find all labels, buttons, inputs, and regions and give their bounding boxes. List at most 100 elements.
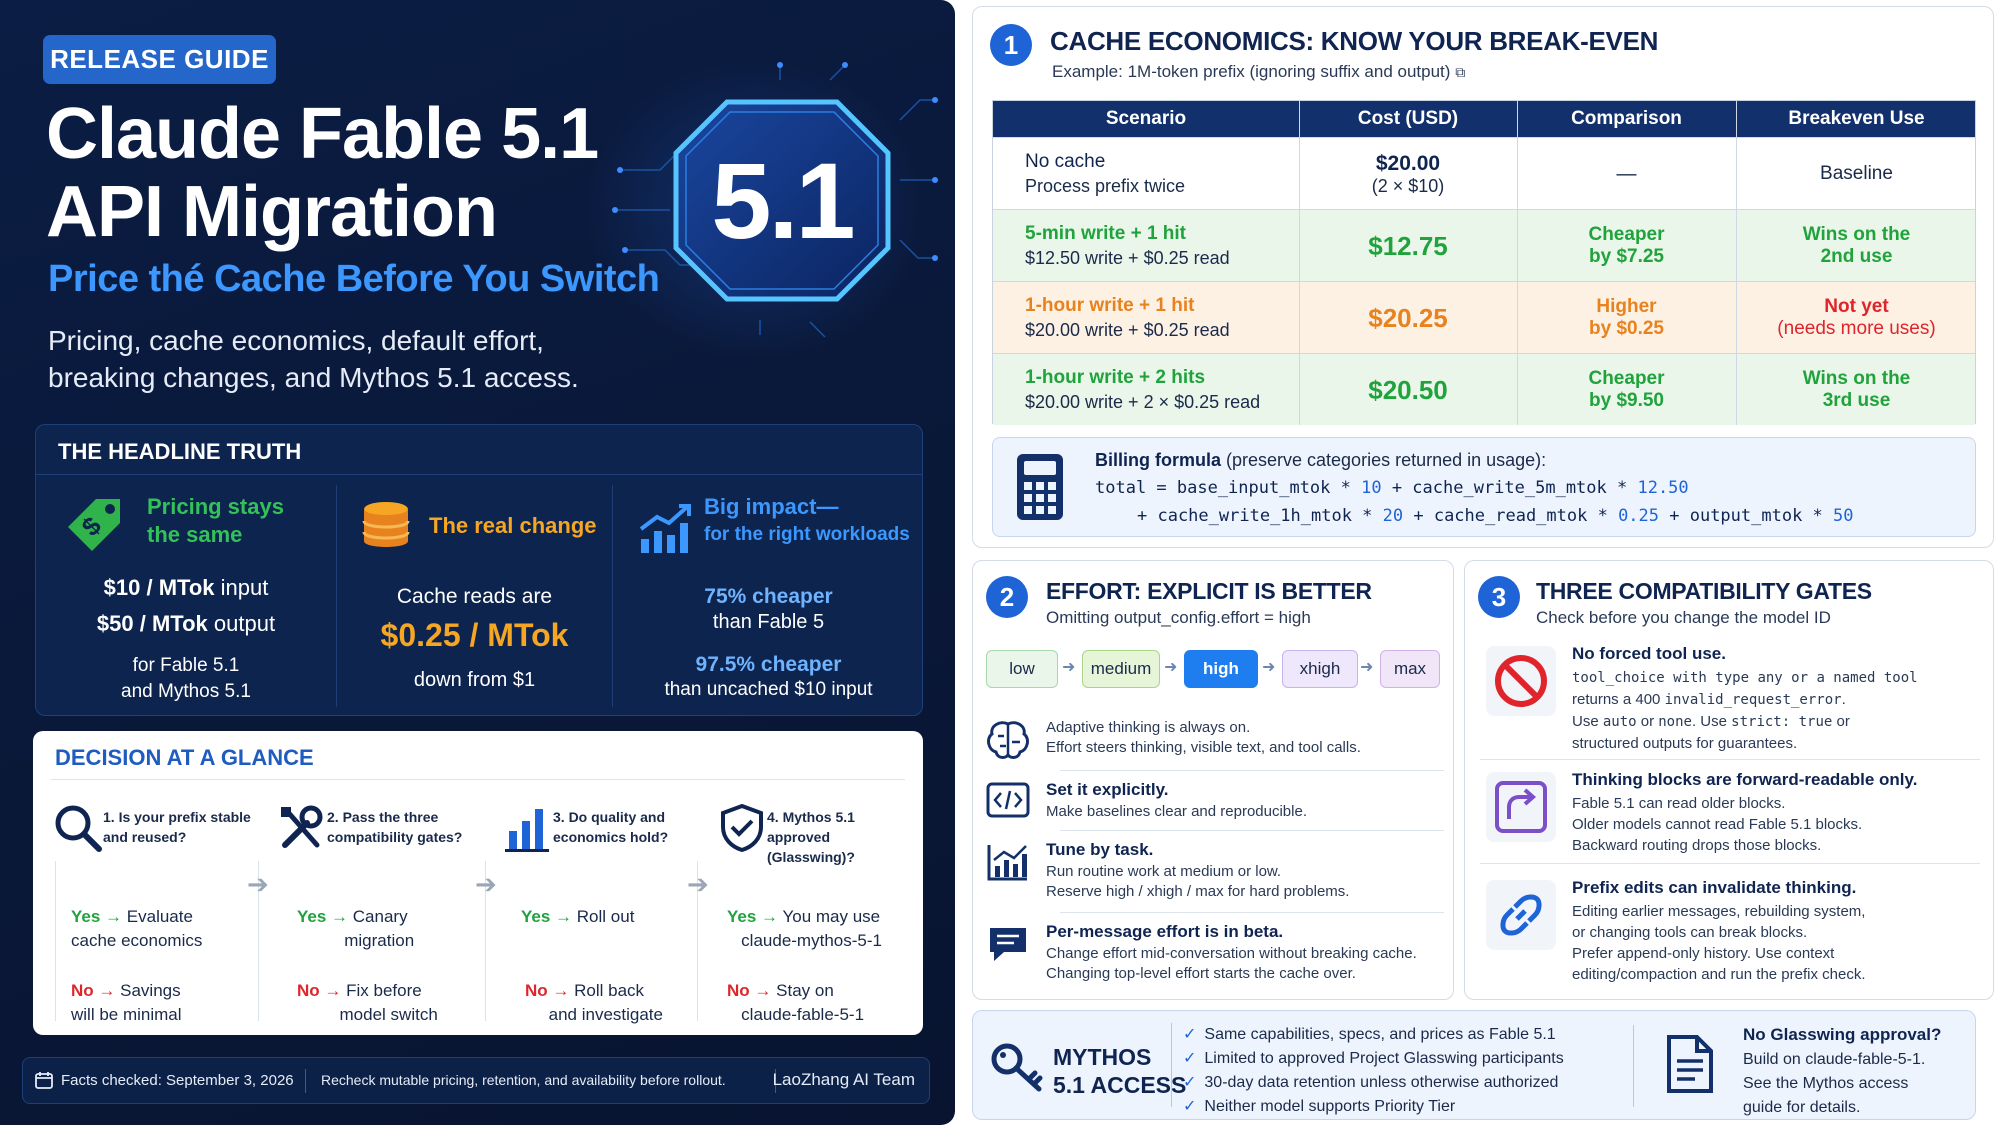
billing-title-bold: Billing formula [1095, 450, 1221, 470]
yes-text-1: Evaluate [126, 907, 193, 926]
column-divider [1736, 101, 1737, 425]
comparison-detail: by $7.25 [1589, 246, 1664, 267]
code-number: 20 [1382, 506, 1404, 526]
gate-desc: Editing earlier messages, rebuilding sys… [1572, 901, 1972, 985]
growth-chart-icon [639, 504, 691, 553]
effort-subtitle: Omitting output_config.effort = high [1046, 608, 1311, 627]
no-approval-note: No Glasswing approval? Build on claude-fa… [1743, 1023, 1973, 1120]
decision-divider [51, 779, 905, 780]
list-item-text: 30-day data retention unless otherwise a… [1204, 1074, 1559, 1091]
column-divider [1517, 101, 1518, 425]
breakeven-cell: Wins on the 3rd use [1736, 354, 1977, 426]
big-impact-title: Big impact— for the right workloads [704, 493, 910, 549]
no-approval-line: Build on claude-fable-5-1. [1743, 1051, 1926, 1068]
text-span: or changing tools can break blocks. [1572, 924, 1808, 941]
step-no: No → Fix before model switch [297, 979, 438, 1027]
release-guide-panel: RELEASE GUIDE Claude Fable 5.1 API Migra… [0, 0, 955, 1125]
pricing-note-2: and Mythos 5.1 [121, 681, 251, 702]
title-line-2: API Migration [46, 172, 498, 252]
link-icon [1500, 894, 1542, 936]
code-token: none [1658, 714, 1692, 730]
check-icon: ✓ [1183, 1098, 1197, 1115]
version-hexagon: 5.1 [672, 98, 892, 303]
release-guide-badge: RELEASE GUIDE [43, 35, 276, 84]
arrow-icon: → [324, 981, 342, 1000]
code-token: auto [1602, 714, 1637, 730]
step-yes: Yes → Roll out [521, 905, 634, 929]
step-no: No → Stay on claude-fable-5-1 [727, 979, 864, 1027]
check-icon: ✓ [1183, 1050, 1197, 1067]
check-icon: ✓ [1183, 1074, 1197, 1091]
scenario-detail: $20.00 write + 2 × $0.25 read [1025, 392, 1261, 412]
impact-b2: than uncached $10 input [664, 679, 873, 700]
item-line-1: Change effort mid-conversation without b… [1046, 945, 1417, 962]
bar-chart-icon [505, 809, 549, 852]
effort-chip-high[interactable]: high [1184, 650, 1258, 688]
decision-step-4: 4. Mythos 5.1 approved (Glasswing)? Yes … [705, 793, 921, 1024]
impact-b1: 97.5% cheaper [695, 653, 842, 676]
code-text: + cache_write_1h_mtok * [1137, 506, 1383, 526]
step-question: 2. Pass the three compatibility gates? [327, 809, 463, 845]
footer-bar: Facts checked: September 3, 2026 Recheck… [22, 1057, 930, 1104]
yes-label: Yes [71, 907, 101, 926]
yes-text-2: claude-mythos-5-1 [741, 931, 882, 950]
input-price-unit: input [214, 575, 269, 600]
impact-a2: than Fable 5 [712, 611, 825, 633]
section-number-2: 2 [986, 576, 1028, 618]
calculator-icon [1017, 454, 1063, 520]
item-line-2: Changing top-level effort starts the cac… [1046, 965, 1356, 982]
effort-chip-max[interactable]: max [1380, 650, 1440, 688]
mythos-list: ✓ Same capabilities, specs, and prices as… [1183, 1023, 1564, 1119]
decision-step-1: 1. Is your prefix stable and reused? Yes… [41, 793, 257, 1024]
pricing-column: $ Pricing stays the same $10 / MTok inpu… [36, 485, 336, 707]
billing-note: (preserve categories returned in usage): [1221, 450, 1547, 470]
breakeven-value: Baseline [1820, 163, 1893, 184]
copy-icon[interactable]: ⧉ [1455, 64, 1466, 80]
code-text: total = base_input_mtok * [1095, 478, 1362, 498]
no-label: No [297, 981, 320, 1000]
cost-value: $20.00 [1375, 151, 1441, 175]
mythos-access-box: MYTHOS 5.1 ACCESS ✓ Same capabilities, spe… [972, 1010, 1976, 1120]
version-number: 5.1 [711, 140, 855, 261]
list-item-text: Limited to approved Project Glasswing pa… [1204, 1050, 1564, 1067]
footer-divider [305, 1069, 306, 1093]
effort-chip-xhigh[interactable]: xhigh [1282, 650, 1358, 688]
step-yes: Yes → Canary migration [297, 905, 414, 953]
page-description: Pricing, cache economics, default effort… [48, 322, 668, 396]
scenario-cell: 5-min write + 1 hit $12.50 write + $0.25 … [1025, 210, 1295, 282]
price-tag-icon: $ [68, 499, 120, 551]
no-text-1: Fix before [346, 981, 422, 1000]
no-text-1: Stay on [776, 981, 834, 1000]
output-price-unit: output [207, 611, 276, 636]
arrow-icon: → [552, 981, 570, 1000]
desc-line-1: Pricing, cache economics, default effort… [48, 325, 544, 356]
input-price-value: $10 / MTok [103, 575, 215, 600]
code-token: any [1757, 670, 1783, 686]
step-divider [55, 861, 56, 1021]
impact-a1: 75% cheaper [704, 585, 833, 608]
text-span: Editing earlier messages, rebuilding sys… [1572, 903, 1866, 920]
column-divider [1299, 101, 1300, 425]
breakeven-detail: (needs more uses) [1777, 318, 1936, 339]
text-span: . Use [1691, 713, 1732, 730]
forward-arrow-icon [1495, 781, 1547, 833]
cache-title: CACHE ECONOMICS: KNOW YOUR BREAK-EVEN [1050, 26, 1659, 56]
item-line-2: Reserve high / xhigh / max for hard prob… [1046, 883, 1350, 900]
decision-step-3: 3. Do quality and economics hold? Yes → … [491, 793, 707, 1024]
step-question: 1. Is your prefix stable and reused? [103, 809, 251, 845]
text-span: Backward routing drops those blocks. [1572, 837, 1822, 854]
effort-title: EFFORT: EXPLICIT IS BETTER [1046, 578, 1372, 604]
effort-item-text: Adaptive thinking is always on. Effort st… [1046, 718, 1446, 758]
effort-chip-medium[interactable]: medium [1082, 650, 1160, 688]
yes-label: Yes [297, 907, 327, 926]
no-entry-icon [1495, 655, 1547, 707]
cost-detail: (2 × $10) [1371, 175, 1445, 196]
arrow-icon: → [761, 907, 779, 926]
table-header: Scenario Cost (USD) Comparison Breakeven… [993, 101, 1975, 137]
yes-label: Yes [521, 907, 551, 926]
decision-step-2: 2. Pass the three compatibility gates? Y… [265, 793, 481, 1024]
calendar-icon [35, 1072, 53, 1089]
header-cost: Cost (USD) [1357, 108, 1459, 129]
item-divider [1060, 770, 1444, 771]
effort-chip-low[interactable]: low [986, 650, 1058, 688]
